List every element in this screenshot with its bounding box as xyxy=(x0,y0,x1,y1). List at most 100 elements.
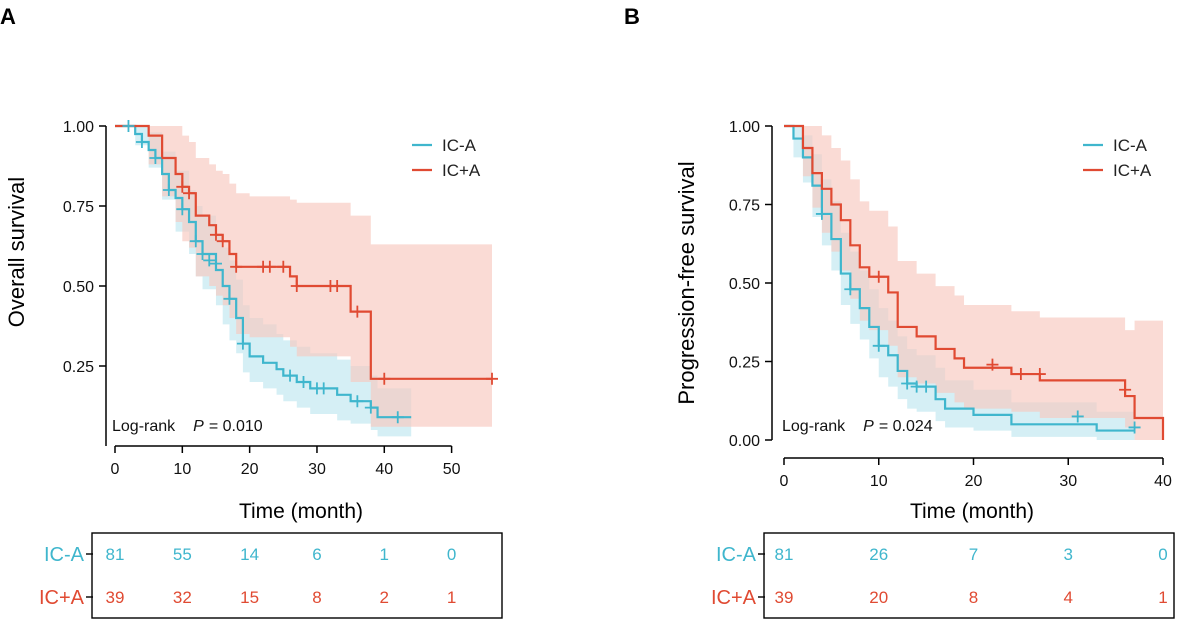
censor-mark-ic-a xyxy=(196,248,209,260)
x-tick-label: 20 xyxy=(241,461,259,478)
censor-mark-ic-a xyxy=(317,382,330,395)
panel-b-confidence-bands xyxy=(784,126,1163,440)
x-tick-label: 0 xyxy=(780,473,789,490)
y-tick-label: 0.50 xyxy=(729,276,760,293)
risk-count-ic-plus-a: 2 xyxy=(380,588,389,607)
y-tick-label: 1.00 xyxy=(729,119,760,136)
legend-label-ic-minus-a: IC-A xyxy=(1113,136,1148,155)
panel-b-logrank-annotation: Log-rank P = 0.024 xyxy=(782,418,933,435)
x-tick-label: 20 xyxy=(965,473,983,490)
censor-mark-ic-a xyxy=(364,401,377,414)
risk-count-ic-a: 6 xyxy=(312,545,321,564)
x-tick-label: 10 xyxy=(870,473,888,490)
panel-a-label: A xyxy=(0,4,16,29)
y-tick-label: 0.50 xyxy=(63,279,94,296)
censor-mark-ic-a xyxy=(351,395,364,408)
censor-mark-ic-a xyxy=(920,380,933,393)
panel-b-censor-marks xyxy=(815,207,1141,434)
y-tick-label: 1.00 xyxy=(63,119,94,136)
legend-label-ic-plus-a: IC+A xyxy=(442,161,481,180)
censor-mark-ic-a xyxy=(236,337,249,350)
panel-a-legend: IC-A IC+A xyxy=(412,136,481,180)
panel-a-x-axis-label: Time (month) xyxy=(239,500,363,523)
panel-a-confidence-bands xyxy=(115,126,492,437)
censor-mark-ic-plus-a xyxy=(1033,368,1046,381)
censor-mark-ic-a xyxy=(162,184,175,196)
risk-count-ic-a: 0 xyxy=(1158,545,1167,564)
risk-count-ic-plus-a: 20 xyxy=(869,588,888,607)
censor-mark-ic-a xyxy=(135,136,148,148)
y-tick-label: 0.25 xyxy=(63,359,94,376)
y-tick-label: 0.75 xyxy=(729,198,760,215)
censor-mark-ic-plus-a xyxy=(378,372,391,385)
ci-band-ic-plus-a xyxy=(115,126,492,427)
censor-mark-ic-a xyxy=(284,369,297,382)
censor-mark-ic-plus-a xyxy=(290,280,303,292)
censor-mark-ic-a xyxy=(203,254,216,267)
censor-mark-ic-plus-a xyxy=(263,260,276,273)
risk-count-ic-plus-a: 1 xyxy=(1158,588,1167,607)
x-tick-label: 40 xyxy=(375,461,393,478)
risk-count-ic-a: 26 xyxy=(869,545,888,564)
ci-band-ic-plus-a xyxy=(784,126,1163,440)
y-tick-label: 0.25 xyxy=(729,355,760,372)
risk-count-ic-plus-a: 39 xyxy=(106,588,125,607)
censor-mark-ic-plus-a xyxy=(216,235,229,248)
panel-a-risk-table: IC-A 81 55 14 6 1 0 IC+A 39 32 15 8 2 1 xyxy=(39,532,503,619)
censor-mark-ic-plus-a xyxy=(351,305,364,318)
x-tick-label: 30 xyxy=(1059,473,1077,490)
panel-b-legend: IC-A IC+A xyxy=(1083,136,1152,180)
censor-mark-ic-a xyxy=(122,120,135,132)
censor-mark-ic-a xyxy=(223,292,236,305)
panel-b-risk-table: IC-A 81 26 7 3 0 IC+A 39 20 8 4 1 xyxy=(711,532,1175,619)
panel-a-risk-table-frame xyxy=(91,532,503,619)
risk-count-ic-a: 1 xyxy=(380,545,389,564)
censor-mark-ic-a xyxy=(901,377,914,390)
censor-mark-ic-a xyxy=(391,411,404,424)
censor-mark-ic-a xyxy=(149,152,162,164)
x-tick-label: 40 xyxy=(1154,473,1172,490)
x-tick-label: 30 xyxy=(308,461,326,478)
risk-count-ic-a: 81 xyxy=(775,545,794,564)
risk-count-ic-a: 55 xyxy=(173,545,192,564)
censor-mark-ic-a xyxy=(189,235,202,248)
risk-count-ic-plus-a: 39 xyxy=(775,588,794,607)
legend-label-ic-minus-a: IC-A xyxy=(442,136,477,155)
censor-mark-ic-a xyxy=(209,257,222,270)
censor-mark-ic-plus-a xyxy=(277,260,290,273)
y-tick-label: 0.00 xyxy=(729,433,760,450)
censor-mark-ic-plus-a xyxy=(486,372,498,385)
panel-b-risk-table-frame xyxy=(763,532,1175,619)
panel-b: B 0.000.250.500.751.000 10 20 30 40 Progress… xyxy=(624,4,1175,619)
censor-mark-ic-plus-a xyxy=(176,180,189,193)
censor-mark-ic-a xyxy=(297,376,310,388)
panel-b-axes: 0.00 0.25 0.50 0.75 1.00 0 10 20 30 40 xyxy=(729,119,1172,490)
censor-mark-ic-a xyxy=(815,207,828,220)
panel-a-risk-rows: IC-A 81 55 14 6 1 0 IC+A 39 32 15 8 2 1 xyxy=(39,544,456,609)
risk-count-ic-plus-a: 8 xyxy=(969,588,978,607)
censor-mark-ic-plus-a xyxy=(183,187,196,200)
risk-count-ic-plus-a: 15 xyxy=(240,588,259,607)
censor-mark-ic-a xyxy=(176,203,189,216)
censor-mark-ic-plus-a xyxy=(872,270,885,283)
risk-row-label-ic-a: IC-A xyxy=(44,544,85,566)
panel-a-y-axis-label: Overall survival xyxy=(4,177,29,327)
panel-b-risk-rows: IC-A 81 26 7 3 0 IC+A 39 20 8 4 1 xyxy=(711,544,1168,609)
x-tick-label: 0 xyxy=(111,461,120,478)
panel-b-x-axis-label: Time (month) xyxy=(910,500,1034,523)
panel-a: A 0.250.500.751.000 10 20 30 40 50 Overall su… xyxy=(0,4,503,619)
censor-mark-ic-plus-a xyxy=(1014,368,1027,381)
censor-mark-ic-a xyxy=(1071,410,1084,423)
risk-count-ic-a: 3 xyxy=(1064,545,1073,564)
risk-row-label-ic-plus-a: IC+A xyxy=(711,587,757,609)
risk-row-label-ic-a: IC-A xyxy=(716,544,757,566)
x-tick-label: 50 xyxy=(443,461,461,478)
censor-mark-ic-plus-a xyxy=(1119,383,1132,396)
panel-a-censor-marks xyxy=(122,120,498,424)
panel-a-axes: 0.25 0.50 0.75 1.00 0 10 20 30 40 50 xyxy=(63,119,461,478)
risk-count-ic-a: 81 xyxy=(106,545,125,564)
censor-mark-ic-plus-a xyxy=(331,280,344,292)
risk-count-ic-plus-a: 4 xyxy=(1064,588,1073,607)
risk-row-label-ic-plus-a: IC+A xyxy=(39,587,85,609)
risk-count-ic-a: 7 xyxy=(969,545,978,564)
